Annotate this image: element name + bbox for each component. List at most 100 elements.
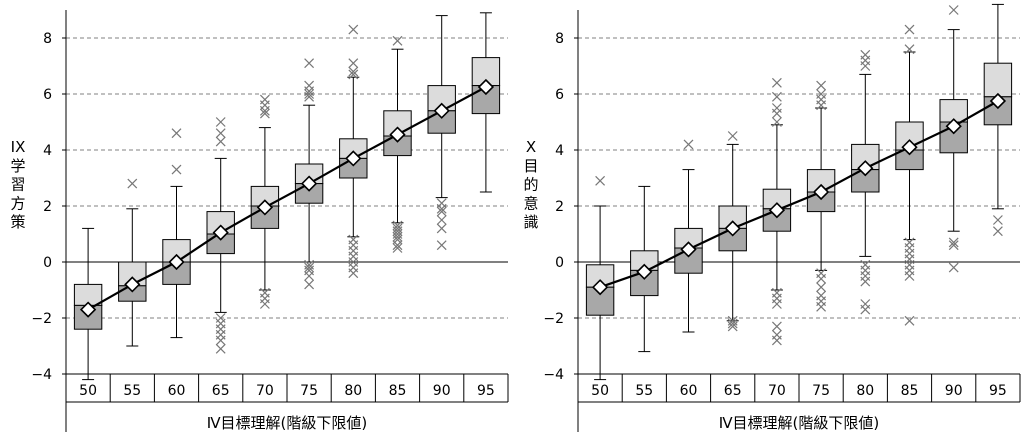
outlier-marker: [348, 66, 359, 77]
mean-marker: [680, 241, 697, 258]
outlier-stroke: [816, 100, 827, 111]
outlier-marker: [904, 44, 915, 55]
box-70: [762, 77, 792, 346]
y-tick-label: 6: [555, 87, 564, 103]
outlier-marker: [816, 100, 827, 111]
box-upper-quartile: [983, 62, 1013, 98]
x-tick-label: 85: [901, 383, 919, 399]
outlier-marker: [215, 117, 226, 127]
x-tick-label: 50: [79, 383, 97, 399]
mean-marker: [477, 78, 495, 96]
x-tick-label: 75: [300, 383, 318, 399]
x-tick-label: 70: [256, 383, 274, 399]
outlier-stroke: [304, 89, 315, 99]
outlier-marker: [171, 164, 182, 175]
y-axis-title: X 目的意識: [523, 138, 538, 231]
outlier-marker: [348, 268, 359, 279]
x-tick-label: 50: [591, 383, 609, 399]
outlier-stroke: [392, 35, 403, 46]
outlier-stroke: [771, 77, 782, 88]
box-upper-quartile: [471, 57, 501, 87]
mean-marker: [124, 276, 141, 293]
outlier-stroke: [392, 231, 403, 242]
outlier-stroke: [304, 271, 315, 281]
outlier-stroke: [259, 105, 270, 116]
panel-left: −4 −2 0 2 4 6 8 50 55 60 65 70 75 80 85 90 95 Ⅳ目標理解(階級下限値…: [10, 10, 509, 432]
outlier-marker: [771, 117, 782, 127]
outlier-stroke: [904, 44, 915, 55]
outlier-marker: [948, 240, 959, 251]
mean-marker: [79, 301, 97, 318]
outlier-stroke: [348, 58, 359, 69]
outlier-stroke: [816, 301, 827, 312]
x-tick-label: 95: [989, 383, 1007, 399]
outlier-marker: [771, 91, 782, 102]
mean-marker: [433, 102, 450, 119]
outlier-marker: [948, 5, 959, 15]
outlier-marker: [304, 279, 315, 290]
outlier-stroke: [816, 80, 827, 91]
outlier-stroke: [771, 299, 782, 309]
x-tick-label: 65: [212, 383, 230, 399]
outlier-marker: [436, 215, 447, 225]
outlier-stroke: [215, 343, 226, 354]
outlier-marker: [171, 128, 182, 139]
outlier-marker: [348, 69, 359, 80]
box-90: [427, 15, 456, 251]
outlier-stroke: [948, 240, 959, 251]
mean-marker: [256, 199, 274, 216]
outlier-stroke: [215, 335, 226, 346]
y-tick-label: 6: [43, 87, 52, 103]
outlier-marker: [127, 178, 138, 189]
outlier-marker: [392, 243, 403, 253]
outlier-stroke: [304, 58, 315, 69]
y-axis-title: IX 学習方策: [10, 138, 25, 231]
x-tick-label: 75: [812, 383, 830, 399]
x-tick-label: 95: [477, 383, 495, 399]
x-tick-label: 70: [768, 383, 786, 399]
outlier-stroke: [595, 175, 606, 186]
outlier-stroke: [860, 276, 871, 287]
outlier-marker: [860, 276, 871, 287]
outlier-stroke: [171, 164, 182, 175]
y-tick-label: 2: [43, 199, 52, 215]
outlier-marker: [215, 136, 226, 147]
box-95: [983, 3, 1013, 237]
outlier-stroke: [215, 117, 226, 127]
mean-marker: [300, 175, 318, 192]
outlier-stroke: [771, 108, 782, 119]
box-85: [895, 24, 924, 326]
outlier-stroke: [948, 237, 959, 248]
outlier-marker: [304, 89, 315, 99]
box-55: [118, 178, 147, 347]
outlier-marker: [304, 58, 315, 69]
outlier-stroke: [304, 279, 315, 290]
box-80: [851, 49, 880, 315]
outlier-marker: [816, 80, 827, 91]
x-tick-label: 80: [344, 383, 362, 399]
outlier-marker: [392, 240, 403, 251]
mean-marker: [901, 139, 918, 156]
outlier-marker: [771, 299, 782, 309]
x-tick-label: 85: [389, 383, 407, 399]
outlier-marker: [904, 315, 915, 326]
box-95: [471, 12, 501, 193]
outlier-marker: [392, 231, 403, 242]
outlier-marker: [436, 203, 447, 214]
outlier-marker: [771, 108, 782, 119]
outlier-stroke: [771, 335, 782, 346]
mean-marker: [591, 279, 609, 296]
outlier-marker: [771, 321, 782, 332]
box-60: [162, 128, 191, 339]
outlier-stroke: [436, 223, 447, 234]
outlier-marker: [392, 35, 403, 46]
outlier-marker: [683, 139, 694, 150]
outlier-stroke: [348, 69, 359, 80]
outlier-stroke: [771, 321, 782, 332]
outlier-marker: [860, 61, 871, 71]
outlier-marker: [595, 175, 606, 186]
outlier-marker: [816, 301, 827, 312]
outlier-stroke: [904, 271, 915, 281]
y-tick-label: −2: [31, 311, 52, 327]
